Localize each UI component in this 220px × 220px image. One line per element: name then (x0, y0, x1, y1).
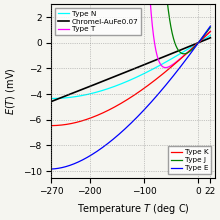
Type E (137, 115, 140, 117)
Line: Type J: Type J (84, 0, 210, 54)
Type E (71, 163, 74, 166)
X-axis label: Temperature $T$ (deg C): Temperature $T$ (deg C) (77, 202, 189, 216)
Type K (77, 121, 80, 123)
Chromel-AuFe0.07 (209, 37, 212, 39)
Type N (137, 75, 140, 78)
Type N (104, 88, 106, 91)
Type E (119, 132, 122, 134)
Type T (209, 30, 212, 33)
Chromel-AuFe0.07 (50, 100, 53, 103)
Type K (134, 93, 136, 96)
Type K (209, 30, 212, 33)
Chromel-AuFe0.07 (77, 90, 80, 92)
Type K (137, 91, 140, 94)
Line: Type T: Type T (51, 0, 210, 68)
Type E (77, 161, 80, 163)
Type J (178, 50, 181, 53)
Type N (50, 97, 53, 100)
Line: Type E: Type E (51, 26, 210, 169)
Type J (183, 53, 185, 55)
Chromel-AuFe0.07 (119, 73, 122, 75)
Type K (119, 103, 122, 105)
Chromel-AuFe0.07 (104, 79, 106, 82)
Chromel-AuFe0.07 (71, 92, 74, 95)
Chromel-AuFe0.07 (137, 66, 140, 68)
Chromel-AuFe0.07 (134, 67, 136, 70)
Line: Type N: Type N (51, 35, 210, 99)
Type N (77, 95, 80, 97)
Type K (50, 124, 53, 127)
Type E (50, 168, 53, 170)
Type E (209, 25, 212, 28)
Type N (134, 77, 136, 79)
Legend: Type K, Type J, Type E: Type K, Type J, Type E (168, 146, 211, 174)
Type N (71, 96, 74, 98)
Type E (104, 144, 106, 147)
Type J (173, 39, 175, 42)
Y-axis label: $E(T)$ (mV): $E(T)$ (mV) (4, 67, 17, 115)
Type N (209, 34, 212, 37)
Type T (164, 66, 167, 69)
Type J (192, 47, 194, 50)
Type E (134, 118, 136, 121)
Type K (104, 111, 106, 113)
Type K (71, 122, 74, 125)
Type N (119, 83, 122, 85)
Type J (209, 26, 212, 29)
Line: Type K: Type K (51, 31, 210, 126)
Line: Chromel-AuFe0.07: Chromel-AuFe0.07 (51, 38, 210, 101)
